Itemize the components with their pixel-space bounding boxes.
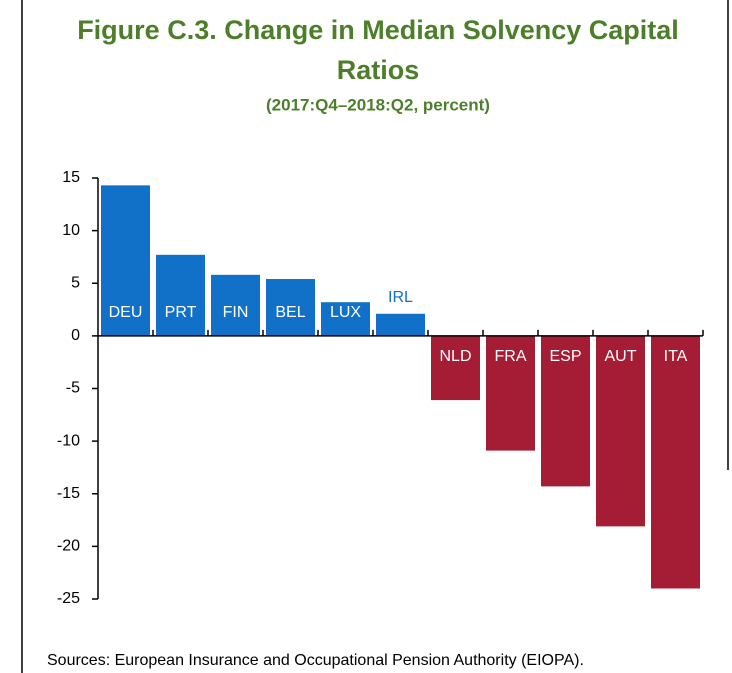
y-tick-label: -15 bbox=[57, 485, 80, 502]
category-label: NLD bbox=[439, 348, 471, 365]
bar bbox=[211, 274, 260, 336]
bar bbox=[321, 302, 370, 336]
bar bbox=[541, 335, 590, 487]
chart-title: Ratios bbox=[337, 55, 420, 85]
bar bbox=[101, 185, 150, 336]
bar bbox=[431, 335, 480, 401]
bar bbox=[376, 313, 425, 336]
bar bbox=[651, 335, 700, 589]
bar bbox=[266, 279, 315, 336]
y-tick-label: -25 bbox=[57, 590, 80, 607]
category-label: FRA bbox=[495, 348, 527, 365]
bar bbox=[156, 254, 205, 336]
category-label: AUT bbox=[605, 348, 637, 365]
category-label: PRT bbox=[165, 304, 197, 321]
category-label: BEL bbox=[275, 304, 305, 321]
chart-title: Figure C.3. Change in Median Solvency Ca… bbox=[77, 15, 679, 45]
y-tick-label: 0 bbox=[71, 327, 80, 344]
bar bbox=[596, 335, 645, 527]
category-label: ITA bbox=[664, 348, 688, 365]
chart-subtitle: (2017:Q4–2018:Q2, percent) bbox=[266, 95, 490, 114]
y-tick-label: -10 bbox=[57, 432, 80, 449]
bar bbox=[486, 335, 535, 451]
category-label: DEU bbox=[109, 304, 143, 321]
y-tick-label: 15 bbox=[62, 169, 80, 186]
category-label: ESP bbox=[549, 348, 581, 365]
y-tick-label: 5 bbox=[71, 274, 80, 291]
y-tick-label: -5 bbox=[66, 380, 80, 397]
category-label: IRL bbox=[388, 289, 413, 306]
y-tick-label: 10 bbox=[62, 222, 80, 239]
category-label: LUX bbox=[330, 304, 361, 321]
source-note: Sources: European Insurance and Occupati… bbox=[47, 652, 584, 669]
y-tick-label: -20 bbox=[57, 538, 80, 555]
category-label: FIN bbox=[223, 304, 249, 321]
